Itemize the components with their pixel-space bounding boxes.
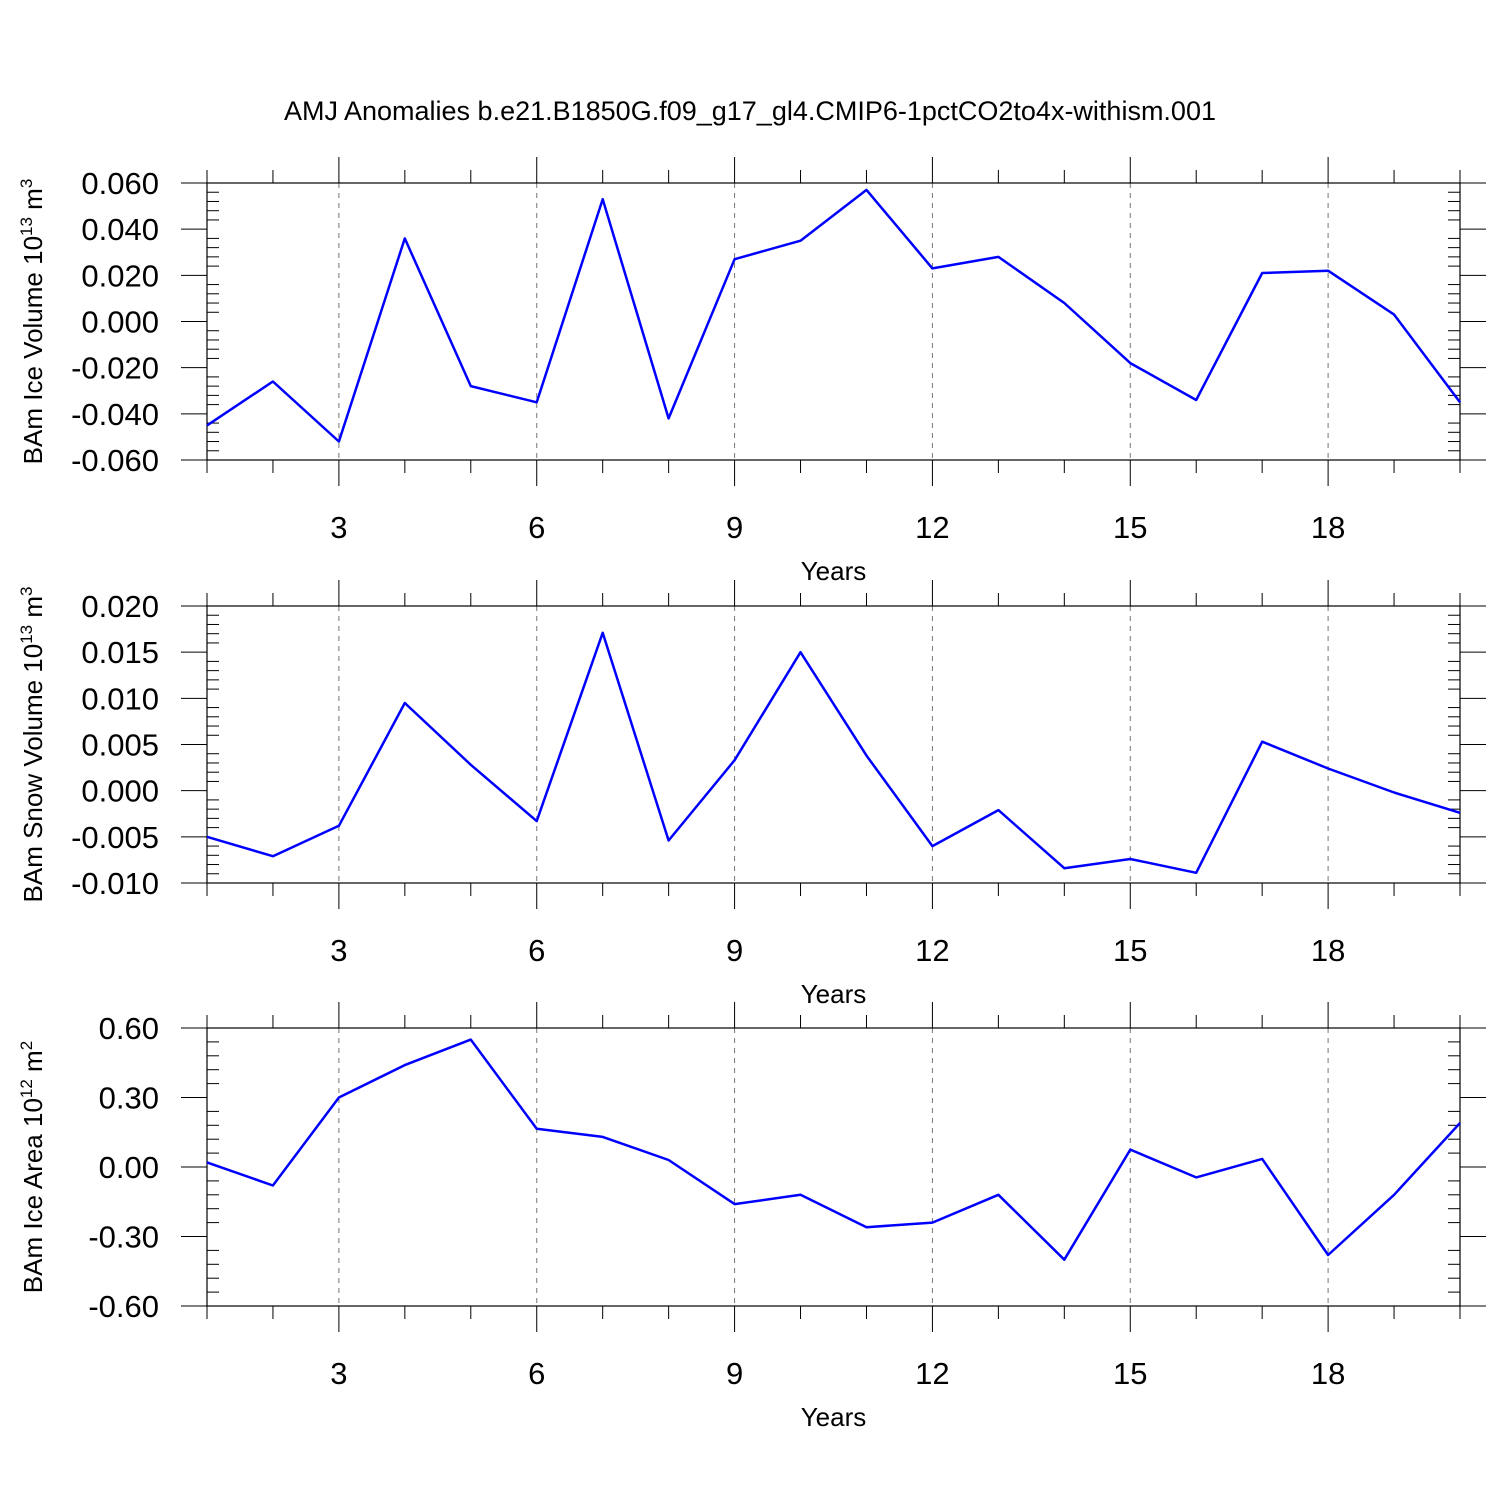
y-tick-label: 0.005 [81,728,159,763]
x-tick-label: 15 [1113,510,1147,545]
series-line [206,1038,1461,1261]
y-axis-label: BAm Snow Volume 1013 m3 [17,587,48,903]
y-axis-label-unit-exponent: 3 [17,179,36,188]
y-tick-label: 0.015 [81,635,159,670]
y-axis-label: BAm Ice Volume 1013 m3 [17,179,48,465]
y-tick-label: -0.30 [88,1220,159,1255]
series-line [206,188,1461,443]
x-tick-label: 9 [726,1356,743,1391]
x-tick-label: 18 [1311,933,1345,968]
x-tick-label: 9 [726,510,743,545]
x-tick-label: 3 [330,933,347,968]
y-tick-label: 0.30 [99,1081,159,1116]
x-tick-label: 18 [1311,1356,1345,1391]
panel-snow-volume: -0.010 -0.005 0.000 0.005 0.010 0.015 0.020 3 6 9… [17,580,1486,1009]
plot-frame [206,1027,1461,1307]
y-axis-label-text: BAm Snow Volume 10 [18,644,48,903]
x-tick-label: 6 [528,933,545,968]
y-tick-label: 0.010 [81,681,159,716]
x-axis-label: Years [801,1402,867,1432]
y-tick-label: -0.040 [71,397,159,432]
x-tick-label: 6 [528,1356,545,1391]
x-tick-label: 12 [915,1356,949,1391]
y-tick-label: 0.020 [81,258,159,293]
x-axis-label: Years [801,979,867,1009]
x-tick-label: 12 [915,933,949,968]
y-tick-label: 0.020 [81,589,159,624]
panel-ice-volume: -0.060 -0.040 -0.020 0.000 0.020 0.040 0.060 3 6… [17,157,1486,586]
series-line [206,631,1461,875]
x-tick-label: 9 [726,933,743,968]
x-axis-label: Years [801,556,867,586]
x-tick-label: 12 [915,510,949,545]
y-axis-label-unit-exponent: 2 [17,1041,36,1050]
y-tick-label: -0.005 [71,820,159,855]
plot-frame [206,182,1461,461]
y-tick-label: 0.000 [81,305,159,340]
y-axis-label-unit: m [18,596,48,625]
y-tick-label: 0.00 [99,1150,159,1185]
y-axis-label-exponent: 13 [17,217,36,236]
chart-title: AMJ Anomalies b.e21.B1850G.f09_g17_gl4.C… [284,96,1216,126]
y-tick-label: 0.60 [99,1011,159,1046]
y-tick-label: -0.020 [71,351,159,386]
x-tick-label: 18 [1311,510,1345,545]
x-tick-label: 6 [528,510,545,545]
y-axis-label-unit: m [18,1050,48,1079]
y-axis-label-exponent: 13 [17,625,36,644]
plot-frame [206,605,1461,884]
x-tick-label: 15 [1113,933,1147,968]
panel-ice-area: -0.60 -0.30 0.00 0.30 0.60 3 6 9 12 15 18 Years BAm … [17,1002,1486,1432]
y-tick-label: -0.060 [71,443,159,478]
y-tick-label: 0.000 [81,774,159,809]
x-tick-label: 15 [1113,1356,1147,1391]
y-axis-label: BAm Ice Area 1012 m2 [17,1041,48,1293]
y-axis-label-unit: m [18,188,48,217]
x-tick-label: 3 [330,510,347,545]
y-tick-label: -0.60 [88,1289,159,1324]
y-tick-label: -0.010 [71,866,159,901]
y-axis-label-unit-exponent: 3 [17,587,36,596]
y-axis-label-text: BAm Ice Volume 10 [18,236,48,464]
y-tick-label: 0.040 [81,212,159,247]
y-tick-label: 0.060 [81,166,159,201]
y-axis-label-exponent: 12 [17,1079,36,1098]
y-axis-label-text: BAm Ice Area 10 [18,1098,48,1293]
x-tick-label: 3 [330,1356,347,1391]
